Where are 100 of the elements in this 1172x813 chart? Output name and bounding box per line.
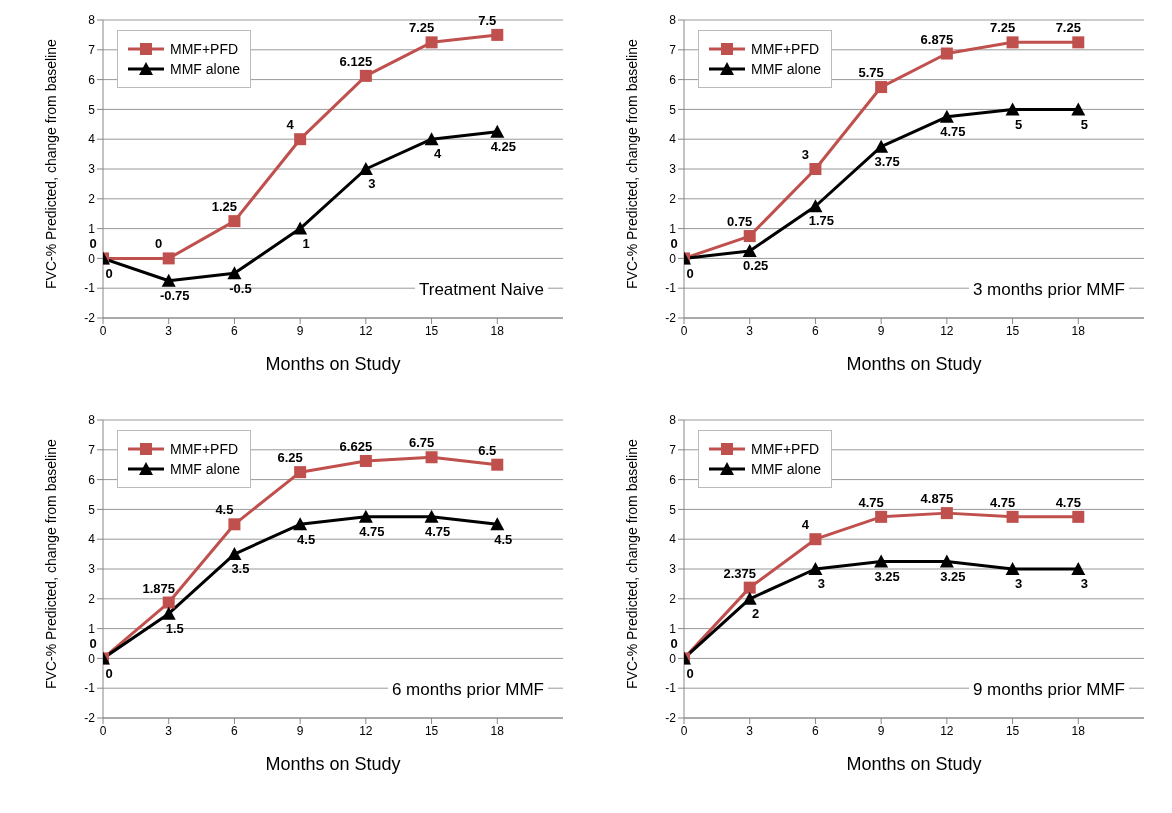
data-label: 6.25 [277, 450, 303, 466]
point [939, 554, 954, 568]
data-label: 0.25 [743, 258, 769, 274]
data-label: 0 [686, 265, 694, 281]
point [1005, 102, 1020, 116]
point [490, 517, 505, 531]
y-tick-label: 6 [88, 72, 96, 87]
data-label: 6.125 [339, 53, 373, 69]
y-tick-label: 1 [88, 621, 96, 636]
data-label: 5.75 [858, 65, 884, 81]
x-tick-label: 3 [746, 323, 754, 338]
data-label: -0.75 [159, 287, 190, 303]
annotation: Treatment Naive [414, 280, 548, 300]
data-label: 1.75 [808, 213, 835, 229]
point [161, 273, 176, 287]
y-axis-title: FVC-% Predicted, change from baseline [623, 439, 640, 689]
y-tick-label: 6 [669, 472, 677, 487]
data-label: 4.75 [424, 524, 451, 540]
point [875, 510, 888, 523]
point [808, 199, 823, 213]
y-tick-label: 0 [88, 251, 96, 266]
x-tick-label: 9 [296, 723, 304, 738]
y-tick-label: 8 [669, 13, 677, 28]
point [874, 139, 889, 153]
data-label: 4.875 [920, 491, 954, 507]
legend-label: MMF+PFD [170, 441, 239, 457]
y-tick-label: 6 [669, 72, 677, 87]
y-tick-label: 4 [88, 132, 96, 147]
y-tick-label: 2 [669, 592, 677, 607]
x-tick-label: 6 [231, 723, 239, 738]
data-label: 4.75 [940, 124, 966, 140]
point [875, 81, 888, 94]
x-tick-label: 18 [1071, 723, 1086, 738]
y-tick-label: 7 [88, 443, 96, 458]
annotation: 6 months prior MMF [387, 680, 548, 700]
y-tick-label: -1 [84, 681, 96, 696]
point [809, 533, 822, 546]
point [1071, 562, 1086, 575]
legend-label: MMF+PFD [751, 41, 820, 57]
data-label: 7.25 [989, 20, 1016, 36]
y-tick-label: 8 [669, 413, 677, 428]
data-label: 7.25 [1055, 20, 1081, 36]
x-tick-label: 0 [99, 723, 107, 738]
x-tick-label: 12 [359, 723, 373, 738]
x-axis-title: Months on Study [265, 354, 401, 374]
data-label: 5 [1014, 116, 1023, 132]
point [294, 466, 307, 479]
x-tick-label: 15 [1005, 323, 1020, 338]
legend-label: MMF alone [751, 461, 822, 477]
point [874, 554, 889, 568]
legend-label: MMF alone [751, 61, 822, 77]
y-tick-label: 0 [669, 651, 677, 666]
y-tick-label: 1 [88, 221, 96, 236]
y-tick-label: 0 [669, 251, 677, 266]
data-label: 6.875 [920, 31, 954, 47]
y-tick-label: 7 [669, 443, 677, 458]
point [809, 163, 822, 175]
y-tick-label: 2 [669, 192, 677, 207]
y-tick-label: 4 [669, 532, 677, 547]
point [1072, 510, 1085, 523]
y-tick-label: 3 [669, 162, 677, 177]
point [424, 509, 439, 523]
y-tick-label: -2 [665, 711, 677, 726]
y-tick-label: 7 [669, 43, 677, 58]
x-tick-label: 6 [812, 723, 820, 738]
y-tick-label: 3 [88, 162, 96, 177]
annotation: 3 months prior MMF [968, 280, 1129, 300]
point [742, 243, 757, 257]
x-tick-label: 12 [359, 323, 373, 338]
data-label: 2 [752, 606, 760, 622]
y-tick-label: 1 [669, 221, 677, 236]
data-label: 5 [1080, 116, 1088, 132]
data-label: 3.75 [874, 153, 900, 169]
data-label: 1.875 [142, 580, 175, 596]
x-tick-label: 12 [940, 723, 954, 738]
data-label: 1.5 [165, 620, 184, 636]
y-tick-label: 2 [88, 592, 96, 607]
data-label: 1.25 [211, 199, 238, 215]
y-tick-label: -1 [84, 281, 96, 296]
x-tick-label: 0 [99, 323, 107, 338]
data-label: 2.375 [723, 565, 756, 581]
point [491, 458, 504, 471]
y-tick-label: -1 [665, 681, 677, 696]
x-tick-label: 3 [165, 723, 173, 738]
point [227, 266, 242, 280]
y-tick-label: -2 [84, 311, 96, 326]
point [743, 581, 756, 594]
point [425, 451, 438, 464]
x-tick-label: 18 [1071, 323, 1086, 338]
point [228, 215, 241, 228]
x-tick-label: 0 [680, 323, 688, 338]
point [425, 36, 438, 49]
data-label: 4 [801, 517, 810, 533]
data-label: 1 [302, 235, 310, 251]
x-tick-label: 0 [680, 723, 688, 738]
data-label: 4.75 [989, 494, 1016, 510]
legend-label: MMF+PFD [751, 441, 820, 457]
data-label: 0.75 [727, 214, 753, 230]
data-label: 3 [817, 576, 826, 592]
y-tick-label: 6 [88, 472, 96, 487]
